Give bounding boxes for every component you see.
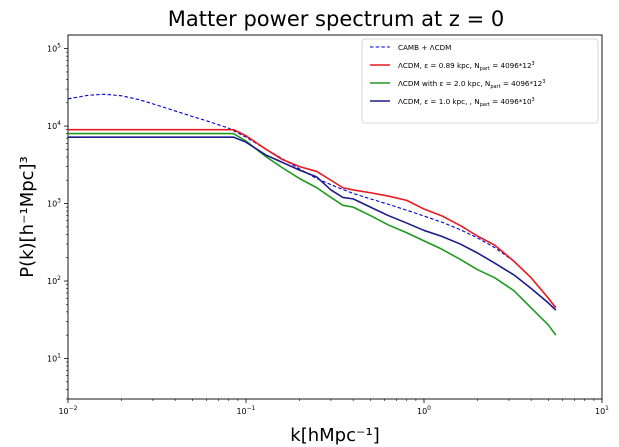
ticks-layer: 10−2 10−1 100 101 101 102 103 104 105: [47, 43, 609, 416]
plot-frame: [67, 34, 603, 400]
legend-label-3: ΛCDM, ε = 1.0 kpc, , Npart = 4096*103: [398, 97, 535, 108]
chart-title: Matter power spectrum at z = 0: [168, 7, 504, 31]
series-line-0: [67, 93, 557, 308]
x-tick-label-0: 10−2: [58, 405, 77, 416]
legend: CAMB + ΛCDM ΛCDM, ε = 0.89 kpc, Npart = 4…: [361, 38, 599, 124]
y-axis-label: P(k)[h⁻¹Mpc]³: [17, 156, 38, 278]
plot-area: 10−2 10−1 100 101 101 102 103 104 105: [47, 34, 609, 416]
legend-label-2: ΛCDM with ε = 2.0 kpc, Npart = 4096*123: [398, 79, 545, 90]
legend-label-0: CAMB + ΛCDM: [398, 43, 451, 52]
series-line-3: [68, 136, 557, 311]
x-tick-label-2: 100: [417, 405, 431, 416]
legend-box: [361, 38, 599, 124]
y-tick-label-4: 105: [47, 43, 61, 54]
x-tick-label-3: 101: [595, 405, 609, 416]
legend-label-1: ΛCDM, ε = 0.89 kpc, Npart = 4096*123: [398, 61, 535, 72]
y-tick-label-1: 102: [47, 275, 61, 286]
series-layer: [67, 93, 557, 336]
series-line-2: [68, 132, 557, 336]
y-tick-label-0: 101: [47, 352, 61, 363]
x-tick-label-1: 10−1: [236, 405, 255, 416]
x-axis-label: k[hMpc⁻¹]: [290, 425, 379, 446]
y-tick-label-3: 104: [47, 120, 61, 131]
series-line-1: [68, 128, 557, 309]
y-tick-label-2: 103: [47, 198, 61, 209]
